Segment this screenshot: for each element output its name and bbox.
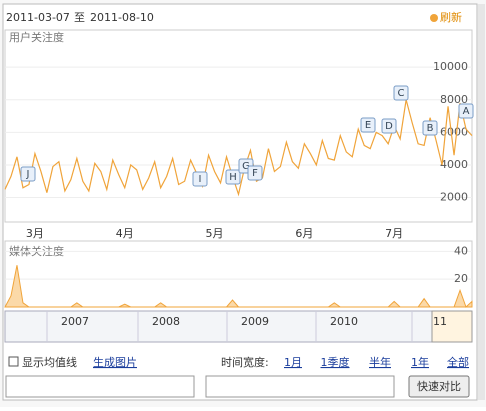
x-tick-label: 4月 (116, 227, 134, 240)
event-label[interactable]: J (26, 169, 30, 180)
range-link[interactable]: 1月 (284, 356, 302, 369)
event-label[interactable]: H (229, 172, 237, 183)
x-tick-label: 3月 (26, 227, 44, 240)
compare-button[interactable] (408, 375, 470, 398)
keyword-input[interactable] (5, 375, 195, 398)
scrollbar (478, 4, 485, 400)
media-panel (4, 240, 473, 308)
year-label: 11 (433, 315, 447, 328)
event-label[interactable]: E (365, 120, 371, 131)
x-tick-label: 7月 (385, 227, 403, 240)
event-label[interactable]: D (385, 121, 393, 132)
year-label: 2010 (330, 315, 358, 328)
timeline-selection[interactable] (431, 310, 473, 343)
x-tick-label: 6月 (295, 227, 313, 240)
make-image[interactable]: 生成图片 (93, 355, 137, 369)
y-tick-label: 4000 (440, 158, 468, 171)
range-link[interactable]: 1年 (411, 355, 429, 369)
year-label: 2009 (241, 315, 269, 328)
year-label: 2007 (61, 315, 89, 328)
event-marker[interactable] (247, 165, 263, 181)
range-link[interactable]: 1季度 (321, 355, 350, 369)
event-marker[interactable] (192, 171, 208, 187)
event-marker[interactable] (422, 120, 438, 136)
event-marker[interactable] (225, 169, 241, 185)
keyword-input[interactable] (205, 375, 395, 398)
avg-line-label[interactable]: 显示均值线 (22, 355, 77, 369)
event-marker[interactable] (360, 117, 376, 133)
y-tick-label: 6000 (440, 125, 468, 138)
y-tick-label: 2000 (440, 191, 468, 204)
avg-checkbox[interactable] (8, 356, 19, 367)
y-tick-label: 8000 (440, 93, 468, 106)
refresh[interactable]: 刷新 (440, 10, 462, 24)
width-label: 时间宽度: (221, 355, 269, 369)
range-end: 2011-08-10 (90, 11, 154, 24)
y-tick-label: 40 (454, 244, 468, 257)
event-marker[interactable] (381, 118, 397, 134)
event-marker[interactable] (458, 103, 474, 119)
refresh-dot (430, 14, 438, 22)
x-tick-label: 5月 (206, 227, 224, 240)
event-marker[interactable] (20, 166, 36, 182)
event-label[interactable]: F (252, 168, 258, 179)
main-title: 用户关注度 (9, 30, 64, 44)
year-label: 2008 (152, 315, 180, 328)
event-label[interactable]: B (427, 123, 434, 134)
event-label[interactable]: C (398, 88, 405, 99)
event-label[interactable]: G (242, 161, 250, 172)
event-label[interactable]: A (463, 106, 470, 117)
range-sep: 至 (74, 11, 85, 24)
range-start: 2011-03-07 (6, 11, 70, 24)
media-area (4, 265, 473, 308)
range-link[interactable]: 半年 (369, 355, 391, 369)
y-tick-label: 10000 (433, 60, 468, 73)
timeline[interactable] (4, 310, 473, 343)
event-label[interactable]: I (199, 174, 202, 185)
compare-label[interactable]: 快速对比 (417, 379, 461, 393)
range-link[interactable]: 全部 (447, 355, 469, 369)
y-tick-label: 20 (454, 272, 468, 285)
event-marker[interactable] (393, 85, 409, 101)
